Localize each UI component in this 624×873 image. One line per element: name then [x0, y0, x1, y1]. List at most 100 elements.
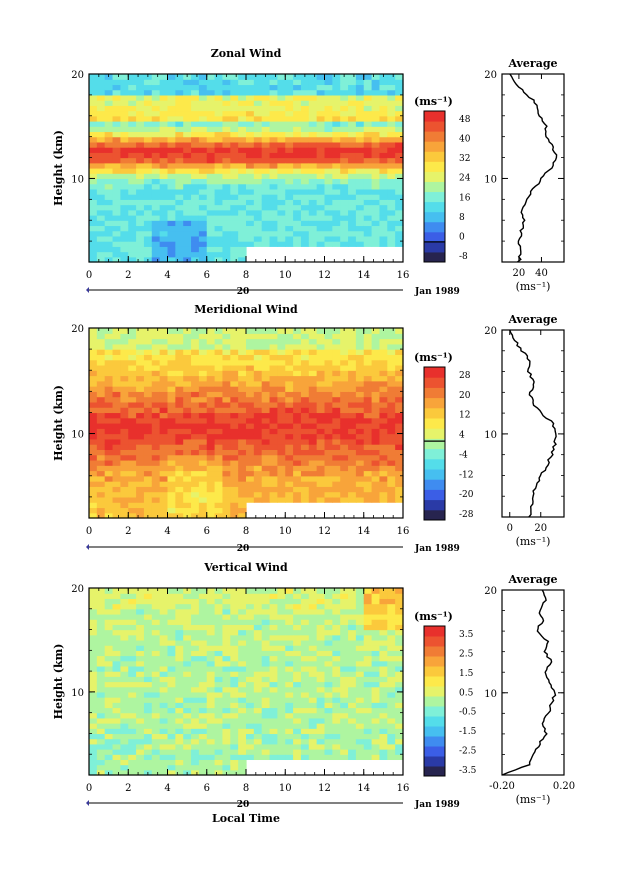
heatmap-cell	[214, 246, 224, 253]
heatmap-cell	[120, 412, 129, 419]
heatmap-cell	[214, 754, 224, 761]
heatmap-cell	[222, 141, 231, 148]
heatmap-cell	[324, 728, 333, 735]
heatmap-cell	[379, 465, 388, 472]
heatmap-cell	[191, 417, 200, 424]
heatmap-cell	[253, 665, 263, 672]
heatmap-cell	[143, 634, 153, 641]
heatmap-cell	[387, 115, 396, 122]
heatmap-cell	[159, 110, 169, 117]
heatmap-cell	[363, 603, 373, 610]
heatmap-cell	[143, 157, 153, 164]
heatmap-cell	[363, 608, 373, 615]
heatmap-cell	[104, 230, 114, 237]
heatmap-cell	[214, 593, 224, 599]
heatmap-cell	[159, 512, 169, 519]
heatmap-cell	[120, 199, 129, 206]
heatmap-cell	[340, 428, 349, 435]
heatmap-cell	[261, 459, 271, 466]
colorbar-unit: (ms⁻¹)	[414, 351, 453, 364]
heatmap-cell	[120, 449, 129, 456]
heatmap-cell	[143, 624, 153, 631]
heatmap-cell	[214, 759, 224, 766]
heatmap-cell	[198, 660, 208, 667]
heatmap-cell	[387, 491, 396, 498]
heatmap-cell	[387, 79, 396, 86]
heatmap-cell	[96, 707, 106, 714]
heatmap-cell	[175, 454, 184, 461]
heatmap-cell	[379, 754, 388, 761]
heatmap-cell	[230, 241, 239, 247]
heatmap-cell	[175, 173, 184, 180]
heatmap-cell	[128, 417, 137, 424]
heatmap-cell	[175, 183, 184, 190]
heatmap-cell	[128, 412, 137, 419]
heatmap-cell	[238, 147, 247, 153]
heatmap-cell	[214, 74, 224, 80]
heatmap-cell	[112, 343, 121, 350]
heatmap-cell	[300, 364, 310, 371]
heatmap-cell	[128, 157, 137, 164]
heatmap-cell	[120, 380, 129, 387]
heatmap-cell	[112, 707, 121, 714]
heatmap-cell	[300, 723, 310, 729]
heatmap-cell	[143, 162, 153, 169]
heatmap-cell	[324, 486, 333, 493]
heatmap-cell	[198, 593, 208, 599]
heatmap-cell	[136, 364, 145, 371]
heatmap-cell	[308, 681, 318, 688]
heatmap-cell	[89, 380, 98, 387]
heatmap-cell	[120, 209, 129, 216]
heatmap-cell	[112, 749, 121, 755]
heatmap-cell	[159, 686, 169, 693]
heatmap-cell	[159, 359, 169, 366]
heatmap-cell	[363, 697, 373, 703]
heatmap-cell	[395, 364, 404, 371]
heatmap-cell	[285, 697, 294, 703]
heatmap-cell	[112, 603, 121, 610]
heatmap-cell	[120, 230, 129, 237]
heatmap-cell	[238, 94, 247, 101]
heatmap-cell	[269, 629, 278, 636]
heatmap-cell	[246, 650, 255, 657]
heatmap-cell	[104, 475, 114, 482]
heatmap-cell	[167, 396, 176, 403]
heatmap-cell	[96, 512, 106, 519]
heatmap-cell	[363, 629, 373, 636]
heatmap-cell	[316, 733, 326, 740]
heatmap-cell	[253, 417, 263, 424]
heatmap-cell	[395, 141, 404, 148]
colorbar-swatch	[424, 766, 445, 777]
heatmap-cell	[293, 359, 302, 366]
heatmap-cell	[151, 194, 161, 200]
heatmap-cell	[277, 444, 286, 450]
heatmap-cell	[387, 333, 396, 340]
heatmap-cell	[175, 152, 184, 159]
heatmap-cell	[230, 717, 239, 724]
heatmap-cell	[246, 449, 255, 456]
heatmap-cell	[371, 634, 381, 641]
heatmap-cell	[143, 491, 153, 498]
heatmap-cell	[332, 681, 341, 688]
heatmap-cell	[128, 235, 137, 242]
heatmap-cell	[371, 491, 381, 498]
heatmap-cell	[332, 438, 341, 445]
heatmap-cell	[253, 671, 263, 677]
heatmap-cell	[395, 475, 404, 482]
heatmap-cell	[214, 728, 224, 735]
heatmap-cell	[214, 343, 224, 350]
heatmap-cell	[159, 486, 169, 493]
heatmap-cell	[363, 188, 373, 195]
heatmap-cell	[175, 707, 184, 714]
heatmap-cell	[395, 481, 404, 487]
heatmap-cell	[191, 665, 200, 672]
heatmap-cell	[363, 650, 373, 657]
heatmap-cell	[136, 131, 145, 138]
heatmap-cell	[159, 74, 169, 80]
heatmap-cell	[340, 639, 349, 646]
heatmap-cell	[300, 178, 310, 185]
heatmap-cell	[269, 370, 278, 377]
heatmap-cell	[340, 624, 349, 631]
heatmap-cell	[120, 749, 129, 755]
heatmap-cell	[167, 449, 176, 456]
